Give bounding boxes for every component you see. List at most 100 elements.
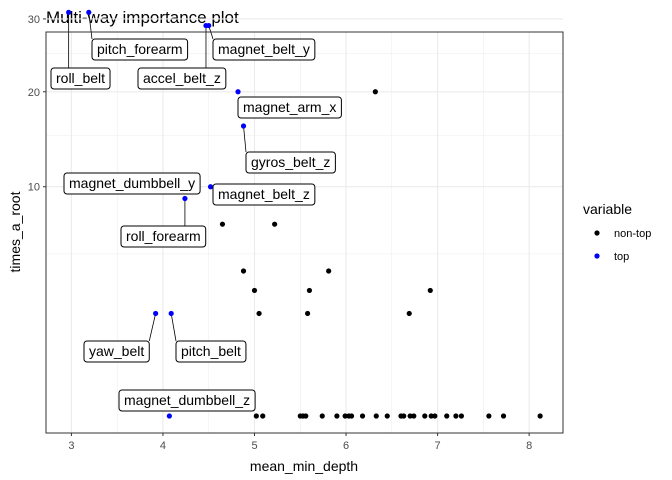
plot-area: roll_belt pitch_forearm magnet_belt_yaccel… xyxy=(45,9,564,434)
non-top-point xyxy=(406,310,412,317)
non-top-point xyxy=(306,287,313,294)
point-label-box xyxy=(237,96,342,119)
point-label: yaw_belt xyxy=(83,340,150,363)
y-tick-label: 10 xyxy=(28,182,40,194)
point-label-box xyxy=(245,151,336,174)
top-point xyxy=(203,22,209,29)
non-top-point xyxy=(334,413,340,419)
legend-label-top: top xyxy=(614,251,629,263)
chart-title: Multi-way importance plot xyxy=(46,8,239,27)
point-label-text: magnet_dumbbell_z xyxy=(124,392,250,408)
point-label: accel_belt_z xyxy=(137,67,227,90)
non-top-point xyxy=(256,310,262,317)
point-label-box xyxy=(83,340,150,363)
label-leader xyxy=(243,125,247,153)
non-top-point xyxy=(411,413,417,419)
label-leader xyxy=(170,313,177,342)
point-label: magnet_dumbbell_y xyxy=(63,172,201,195)
top-point xyxy=(235,89,241,95)
x-tick-label: 5 xyxy=(251,440,257,452)
point-label-box xyxy=(91,38,189,61)
legend-label-non-top: non-top xyxy=(614,228,651,240)
non-top-point xyxy=(319,413,325,419)
x-tick-label: 4 xyxy=(160,440,166,452)
legend: variable non-top top xyxy=(583,201,651,263)
point-label: magnet_belt_y xyxy=(212,38,316,61)
non-top-point xyxy=(219,221,226,227)
point-label: pitch_belt xyxy=(175,340,247,363)
legend-swatch-non-top xyxy=(594,230,600,236)
non-top-point xyxy=(272,221,278,227)
y-tick-label: 20 xyxy=(28,87,40,99)
non-top-point xyxy=(428,413,434,419)
non-top-point xyxy=(326,268,332,274)
x-tick-label: 3 xyxy=(68,440,74,452)
non-top-point xyxy=(240,268,247,274)
point-label-text: gyros_belt_z xyxy=(251,154,330,170)
data-points xyxy=(66,9,543,419)
y-axis-title: times_a_root xyxy=(7,191,23,272)
non-top-point xyxy=(444,413,450,419)
point-label-text: magnet_dumbbell_y xyxy=(69,175,195,191)
point-label: roll_belt xyxy=(50,67,111,90)
non-top-point xyxy=(432,413,438,419)
non-top-point xyxy=(427,287,433,294)
point-label: magnet_belt_z xyxy=(212,183,316,206)
non-top-point xyxy=(422,413,428,419)
point-label: pitch_forearm xyxy=(91,38,189,61)
non-top-point xyxy=(500,413,507,419)
point-label: magnet_arm_x xyxy=(237,96,342,119)
non-top-point xyxy=(384,413,390,419)
non-top-point xyxy=(304,310,311,317)
panel-border xyxy=(45,31,564,434)
x-tick-label: 7 xyxy=(435,440,441,452)
point-label-box xyxy=(137,67,227,90)
point-label-box xyxy=(212,183,316,206)
point-label-box xyxy=(63,172,201,195)
non-top-point xyxy=(348,413,355,419)
non-top-point xyxy=(373,413,379,419)
point-label-box xyxy=(118,389,256,412)
non-top-point xyxy=(260,413,266,419)
point-label: roll_forearm xyxy=(120,225,207,248)
non-top-point xyxy=(303,413,309,419)
non-top-point xyxy=(359,413,366,419)
label-leaders xyxy=(68,12,247,342)
x-tick-label: 8 xyxy=(526,440,532,452)
top-point xyxy=(166,413,172,419)
point-label: gyros_belt_z xyxy=(245,151,336,174)
non-top-point xyxy=(453,413,459,419)
y-axis-ticks: 10 20 30 xyxy=(28,14,46,194)
label-leader xyxy=(148,313,157,342)
point-label-box xyxy=(212,38,316,61)
non-top-point xyxy=(372,89,378,95)
point-label-text: pitch_forearm xyxy=(97,41,183,57)
x-axis-ticks: 3 4 5 6 7 8 xyxy=(68,433,532,452)
point-label-text: magnet_belt_y xyxy=(218,41,310,57)
point-labels: roll_belt pitch_forearm magnet_belt_yaccel… xyxy=(50,38,342,412)
non-top-point xyxy=(342,413,348,419)
legend-swatch-top xyxy=(594,253,600,259)
label-leader xyxy=(88,12,93,40)
point-label-text: pitch_belt xyxy=(181,343,241,359)
non-top-point xyxy=(537,413,543,419)
non-top-point xyxy=(401,413,407,419)
point-label-text: yaw_belt xyxy=(89,343,144,359)
non-top-point xyxy=(407,413,413,419)
top-point xyxy=(182,195,188,202)
top-point xyxy=(153,310,159,317)
non-top-point xyxy=(486,413,492,419)
point-label-text: roll_belt xyxy=(56,70,105,86)
top-point xyxy=(240,123,247,129)
x-tick-label: 6 xyxy=(343,440,349,452)
non-top-point xyxy=(458,413,465,419)
y-tick-label: 30 xyxy=(28,14,40,26)
point-label-text: magnet_belt_z xyxy=(218,186,310,202)
top-point xyxy=(86,9,92,15)
point-label-box xyxy=(50,67,111,90)
top-point xyxy=(168,310,174,317)
point-label-text: accel_belt_z xyxy=(143,70,221,86)
point-label: magnet_dumbbell_z xyxy=(118,389,256,412)
non-top-point xyxy=(253,413,259,419)
